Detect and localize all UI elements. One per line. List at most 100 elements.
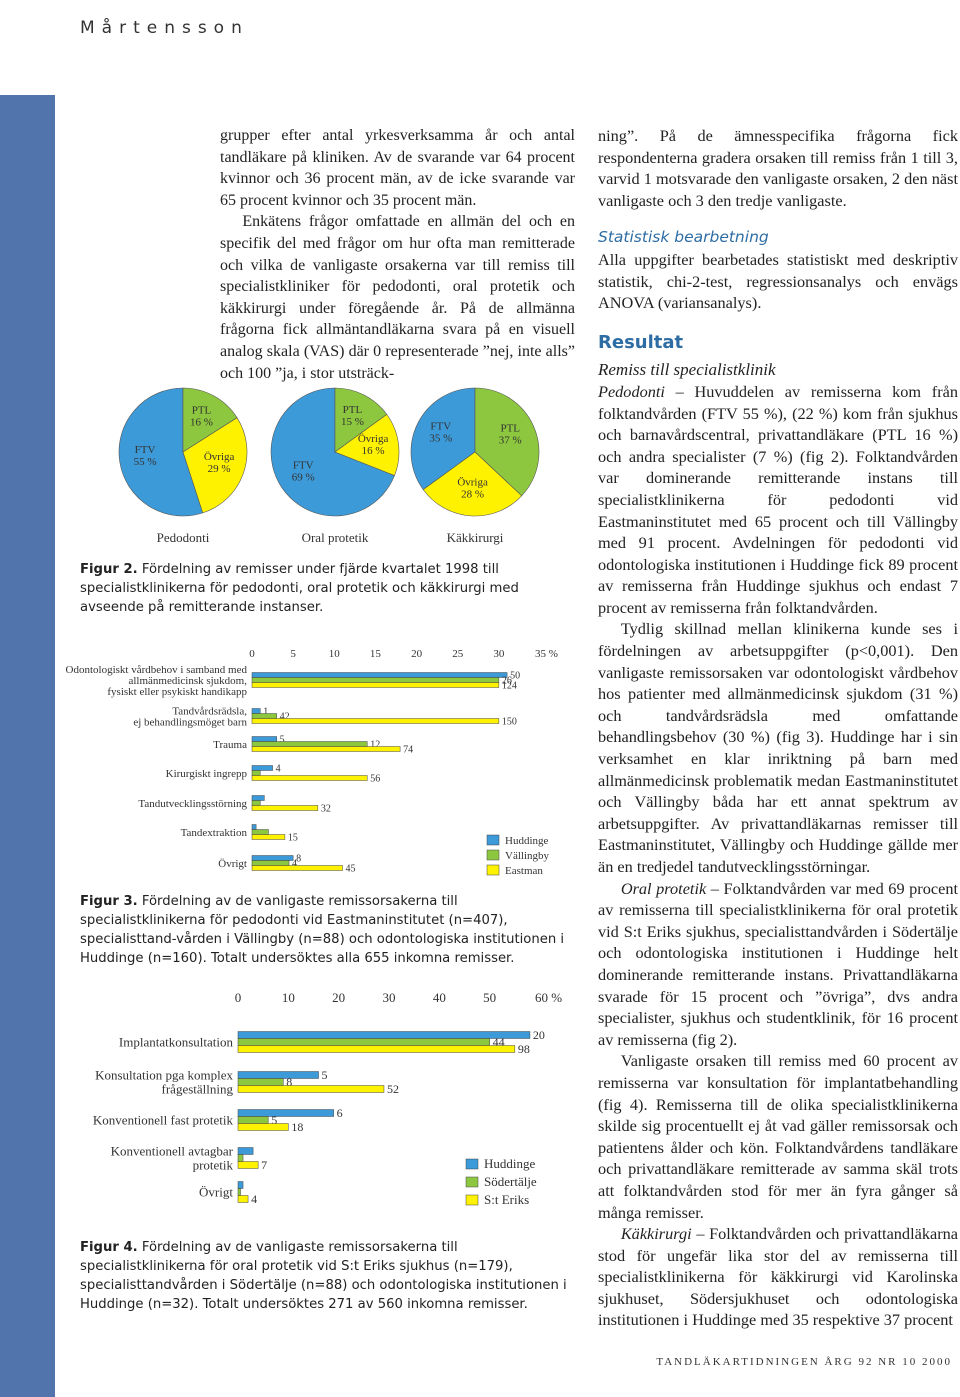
text: – Folktandvården och privattandläkarna s… [598, 1224, 958, 1330]
bar [251, 708, 261, 714]
slice-value-label: 16 % [362, 445, 385, 457]
bar-label: 12 [370, 740, 380, 751]
category-label: Tandutvecklingsstörning [138, 798, 247, 810]
bar [237, 1181, 244, 1189]
x-tick-label: 40 [433, 990, 446, 1005]
right-column: ning”. På de ämnesspecifika frågorna fic… [598, 125, 958, 1331]
legend-swatch [486, 864, 500, 876]
caption-text: Fördelning av de vanligaste remissorsake… [80, 894, 565, 966]
category-label: Konventionell fast protetik [93, 1113, 234, 1128]
pie-slice [334, 387, 388, 453]
bar-label: 42 [280, 712, 290, 723]
bar [237, 1188, 241, 1196]
bar-label: 5 [322, 1068, 328, 1082]
text: – Huvuddelen av remisserna kom från folk… [598, 381, 958, 617]
paragraph: Oral protetik – Folktandvården var med 6… [598, 878, 958, 1051]
lead: Oral protetik [620, 878, 707, 898]
legend-swatch [486, 849, 500, 861]
middle-column: grupper efter antal yrkesverksamma år oc… [220, 125, 575, 384]
caption-text: Fördelning av de vanligaste remissorsake… [80, 1240, 567, 1312]
header-author: Mårtensson [80, 18, 249, 38]
paragraph: Pedodonti – Huvuddelen av remisserna kom… [598, 381, 958, 619]
figure-3: 0 5 10 15 20 25 30 35 %Odontologiskt vårdbehov … [66, 648, 558, 877]
slice-name: FTV [430, 421, 451, 433]
paragraph: Tydlig skillnad mellan klinikerna kunde … [598, 619, 958, 876]
pie-slice [182, 417, 248, 514]
caption-label: Figur 2. [80, 562, 138, 577]
slice-name: PTL [343, 404, 363, 416]
bar-label: 124 [502, 681, 517, 692]
figure-4: 0 10 20 30 40 50 60 %Implantatkonsultation 2044… [93, 990, 562, 1207]
bar-label: 8 [296, 854, 301, 865]
pie-slice [182, 387, 238, 453]
bar [251, 865, 343, 871]
bar [237, 1154, 244, 1162]
bar-label: 5 [280, 735, 285, 746]
bar-label: 6 [337, 1106, 343, 1120]
slice-name: Övriga [358, 433, 389, 445]
bar [237, 1045, 516, 1053]
slice-name: PTL [192, 404, 212, 416]
pie-slice [118, 387, 204, 517]
legend-label: Vällingby [505, 850, 549, 862]
pie-slice [422, 451, 523, 517]
legend-swatch [465, 1176, 479, 1188]
bar-label: 50 [510, 671, 520, 682]
slice-value-label: 29 % [208, 463, 231, 475]
pie-slice [474, 387, 540, 497]
x-tick-label: 10 [329, 648, 341, 660]
bar [237, 1123, 289, 1131]
bar [237, 1038, 490, 1046]
caption: Figur 3. Fördelning av de vanligaste rem… [80, 892, 575, 968]
category-label: Tandextraktion [181, 827, 248, 839]
bar [251, 682, 500, 688]
bar [251, 746, 401, 752]
bar-label: 1 [263, 707, 268, 718]
pie-title: Pedodonti [157, 530, 210, 545]
slice-value-label: 15 % [341, 416, 364, 428]
legend-swatch [465, 1158, 479, 1170]
x-tick-label: 0 [249, 648, 255, 660]
x-tick-label: 20 [332, 990, 345, 1005]
category-label: ej behandlingsmöget barn [133, 716, 247, 728]
caption: Figur 2. Fördelning av remisser under fj… [80, 560, 575, 617]
caption-label: Figur 4. [80, 1240, 138, 1255]
bar [251, 718, 500, 724]
paragraph: Käkkirurgi – Folktandvården och privatta… [598, 1223, 958, 1331]
bar [251, 800, 261, 806]
category-label: fysiskt eller psykiskt handikapp [107, 686, 247, 698]
category-label: Trauma [213, 739, 247, 751]
bar [251, 672, 508, 678]
category-label: allmänmedicinsk sjukdom, [128, 675, 247, 687]
pie-slice [334, 413, 400, 476]
lead: Käkkirurgi [620, 1224, 692, 1244]
section-heading: Statistisk bearbetning [598, 228, 769, 247]
slice-name: FTV [135, 444, 156, 456]
bar [237, 1109, 334, 1117]
x-tick-label: 20 [411, 648, 423, 660]
slice-value-label: 55 % [134, 456, 157, 468]
bar [251, 770, 261, 776]
caption: Figur 4. Fördelning av de vanligaste rem… [80, 1238, 575, 1314]
bar [251, 765, 273, 771]
category-label: Konventionell avtagbar [111, 1144, 234, 1159]
bar [237, 1161, 259, 1169]
bar [251, 736, 277, 742]
legend-swatch [465, 1194, 479, 1206]
slice-name: FTV [293, 460, 314, 472]
legend-swatch [486, 834, 500, 846]
pie-slice [270, 387, 395, 517]
bar [237, 1031, 531, 1039]
bar-label: 32 [321, 804, 331, 815]
bar [251, 677, 500, 683]
bar [251, 824, 257, 830]
bar [237, 1147, 254, 1155]
x-tick-label: 30 [493, 648, 505, 660]
category-label: Övrigt [199, 1185, 233, 1200]
caption-label: Figur 3. [80, 894, 138, 909]
bar [237, 1085, 385, 1093]
bar [251, 805, 319, 811]
x-tick-label: 15 [370, 648, 382, 660]
bar-label: 4 [292, 859, 297, 870]
